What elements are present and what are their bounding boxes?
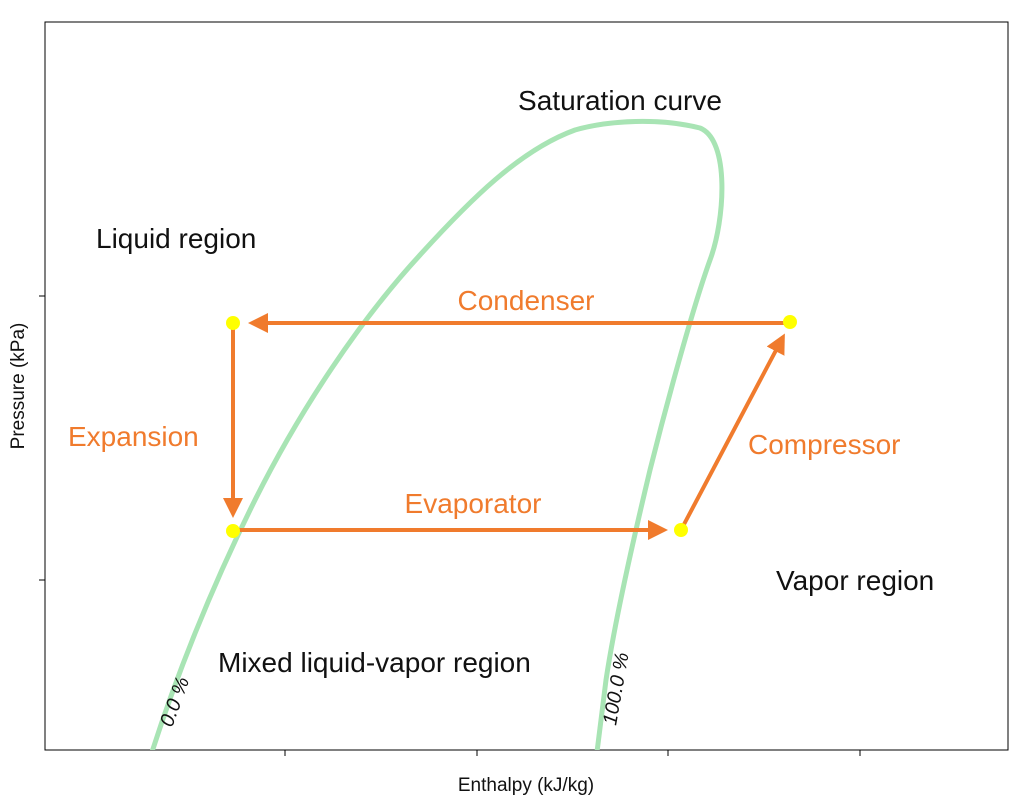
region-label: Mixed liquid-vapor region xyxy=(218,647,531,678)
state-point xyxy=(226,316,240,330)
plot-frame xyxy=(44,21,1009,751)
quality-label: 0.0 % xyxy=(156,674,194,730)
process-label: Evaporator xyxy=(405,488,542,519)
x-axis-title: Enthalpy (kJ/kg) xyxy=(458,775,594,796)
state-point xyxy=(674,523,688,537)
state-point xyxy=(226,524,240,538)
state-point xyxy=(783,315,797,329)
y-axis-title: Pressure (kPa) xyxy=(8,323,29,450)
region-label: Vapor region xyxy=(776,565,934,596)
process-label: Compressor xyxy=(748,429,900,460)
compressor-arrow xyxy=(679,333,785,531)
x-axis-ticks xyxy=(284,750,861,756)
saturation-curve-label: Saturation curve xyxy=(518,85,722,116)
quality-label: 100.0 % xyxy=(599,651,633,727)
state-points xyxy=(226,315,797,538)
process-label: Expansion xyxy=(68,421,199,452)
process-label: Condenser xyxy=(458,285,595,316)
cycle xyxy=(223,313,788,540)
region-label: Liquid region xyxy=(96,223,256,254)
y-axis-ticks xyxy=(39,295,45,581)
saturation-curve xyxy=(150,118,725,750)
